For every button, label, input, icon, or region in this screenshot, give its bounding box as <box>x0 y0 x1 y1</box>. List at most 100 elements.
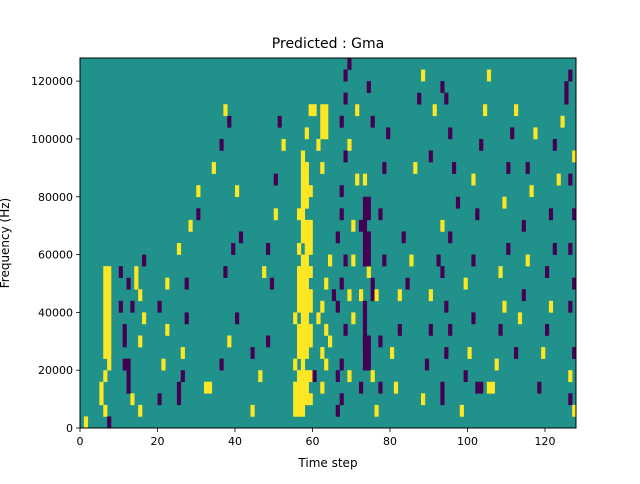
heatmap-cell <box>324 277 329 290</box>
heatmap-cell <box>339 208 344 221</box>
heatmap-cell <box>362 323 368 336</box>
x-axis: 0 20 40 60 80 100 120 <box>77 428 556 448</box>
heatmap-cell <box>440 81 445 93</box>
heatmap-cell <box>366 208 371 221</box>
heatmap-cell <box>552 138 557 151</box>
heatmap-cell <box>138 289 143 302</box>
heatmap-cell <box>126 370 131 383</box>
heatmap-cell <box>297 289 302 302</box>
heatmap-cell <box>405 277 410 290</box>
heatmap-cell <box>180 370 185 383</box>
heatmap-cell <box>196 185 201 198</box>
heatmap-cell <box>324 104 329 117</box>
heatmap-cell <box>362 300 368 313</box>
x-tick-label: 0 <box>77 435 84 448</box>
heatmap-cell <box>300 196 306 209</box>
heatmap-cell <box>297 277 302 290</box>
heatmap-cell <box>382 254 387 267</box>
heatmap-cell <box>122 323 127 336</box>
heatmap-cell <box>300 335 306 348</box>
heatmap-cell <box>304 196 309 209</box>
heatmap-cell <box>103 404 108 417</box>
heatmap-cell <box>107 312 112 325</box>
heatmap-cell <box>366 358 371 371</box>
heatmap-cell <box>304 277 309 290</box>
heatmap-cell <box>103 266 108 278</box>
heatmap-cell <box>308 266 313 278</box>
heatmap-cell <box>300 162 306 174</box>
heatmap-cell <box>304 231 309 244</box>
heatmap-cell <box>320 347 325 359</box>
heatmap-cell <box>572 277 577 290</box>
heatmap-cell <box>471 312 476 325</box>
heatmap-cell <box>424 358 430 371</box>
heatmap-cell <box>448 127 453 140</box>
heatmap-cell <box>366 243 371 255</box>
heatmap-cell <box>545 323 550 336</box>
heatmap-cell <box>122 335 127 348</box>
heatmap-cell <box>533 127 538 140</box>
heatmap-cell <box>362 254 368 267</box>
heatmap-cell <box>498 266 503 278</box>
heatmap-cell <box>223 104 228 117</box>
heatmap-cell <box>196 208 201 221</box>
heatmap-cell <box>138 335 143 348</box>
heatmap-cell <box>339 277 344 290</box>
heatmap-cell <box>304 219 309 232</box>
x-tick-label: 20 <box>151 435 165 448</box>
heatmap-cell <box>304 173 309 186</box>
heatmap-cell <box>304 381 309 394</box>
heatmap-cell <box>572 208 577 221</box>
heatmap-cell <box>204 381 209 394</box>
heatmap-cell <box>122 358 127 371</box>
heatmap-cell <box>304 185 309 198</box>
heatmap-cell <box>390 347 395 359</box>
heatmap-cell <box>297 370 302 383</box>
heatmap-cell <box>366 231 371 244</box>
heatmap-cell <box>107 277 112 290</box>
heatmap-cell <box>359 219 364 232</box>
heatmap-cell <box>142 312 147 325</box>
heatmap-cell <box>211 162 216 174</box>
heatmap-cell <box>297 300 302 313</box>
heatmap-cell <box>304 393 309 406</box>
heatmap-cell <box>300 173 306 186</box>
heatmap-cell <box>297 323 302 336</box>
heatmap-cell <box>176 393 182 406</box>
heatmap-cell <box>362 243 368 255</box>
heatmap-cell <box>107 323 112 336</box>
heatmap-cell <box>300 277 306 290</box>
heatmap-cell <box>440 393 445 406</box>
heatmap-cell <box>432 104 437 117</box>
y-axis: 0 20000 40000 60000 80000 100000 120000 <box>31 75 80 435</box>
heatmap-cell <box>401 231 406 244</box>
heatmap-cell <box>126 358 131 371</box>
heatmap-cell <box>386 127 391 140</box>
heatmap-cell <box>560 115 565 128</box>
heatmap-cell <box>444 300 449 313</box>
heatmap-cell <box>304 323 309 336</box>
heatmap-cell <box>351 312 356 325</box>
heatmap-cell <box>312 370 317 383</box>
heatmap-cell <box>351 254 356 267</box>
heatmap-cell <box>444 347 449 359</box>
heatmap-cell <box>223 266 228 278</box>
heatmap-cell <box>362 196 368 209</box>
heatmap-cell <box>362 219 368 232</box>
heatmap-cell <box>297 393 302 406</box>
heatmap-cell <box>300 381 306 394</box>
heatmap-cell <box>362 358 368 371</box>
heatmap-cell <box>308 323 313 336</box>
heatmap-cell <box>366 196 371 209</box>
heatmap-cell <box>502 300 507 313</box>
heatmap-cell <box>366 81 371 93</box>
heatmap-cell <box>525 254 530 267</box>
heatmap-cell <box>545 266 550 278</box>
heatmap-cell <box>297 335 302 348</box>
heatmap-cell <box>378 335 383 348</box>
heatmap-cell <box>308 289 313 302</box>
x-tick-label: 80 <box>383 435 397 448</box>
heatmap-cell <box>312 104 317 117</box>
heatmap-cell <box>281 138 286 151</box>
